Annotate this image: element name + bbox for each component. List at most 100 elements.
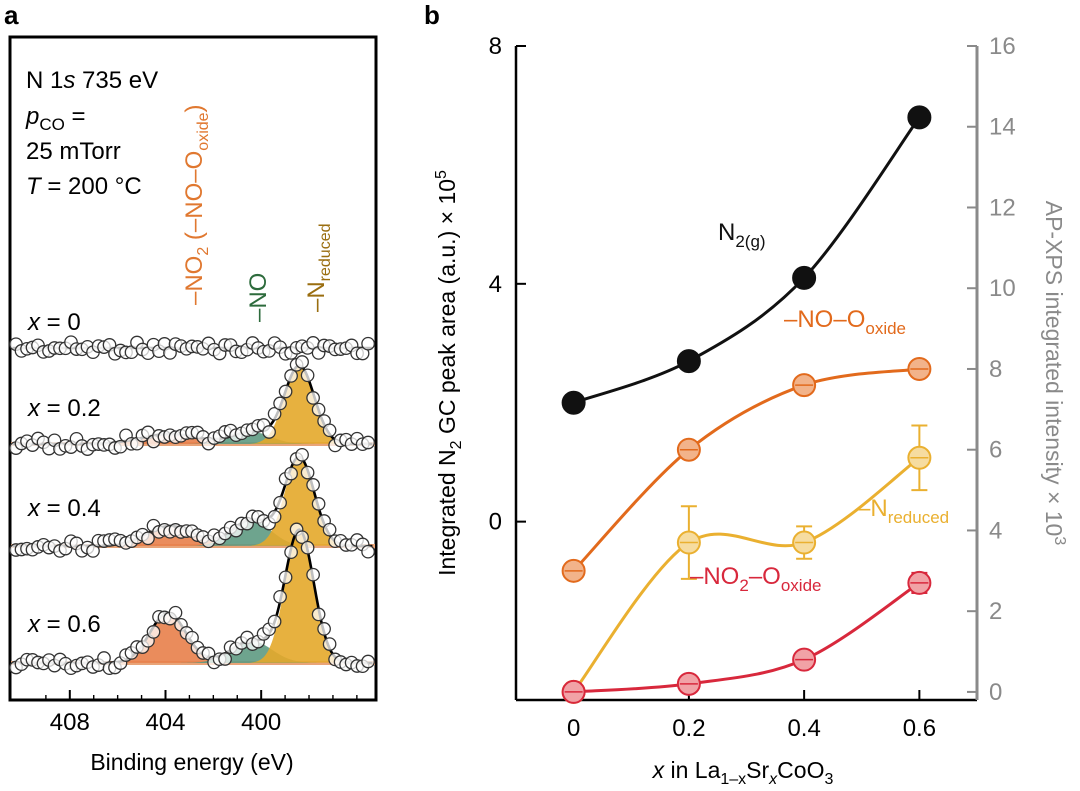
peak-fill-no [184,432,318,444]
spectrum-data-point [317,622,331,636]
spectrum-data-point [273,495,287,510]
spectrum-label-x02: x = 0.2 [27,395,101,422]
peak-fill-no [180,641,322,663]
peak-fill-nred [247,458,351,546]
spectrum-data-point [311,497,326,511]
spectrum-data-point [295,355,309,369]
spectrum-data-point [361,435,375,450]
right-y-axis-label: AP-XPS integrated intensity × 103 [1041,201,1068,546]
peak-label-no: –NO [245,273,272,322]
data-point-n2 [676,349,701,374]
b-right-y-tick-label: 8 [989,356,1002,383]
trend-line-n2 [573,116,921,405]
b-right-y-tick-label: 10 [989,275,1016,302]
spectrum-data-point [267,406,282,421]
b-right-y-tick-label: 6 [989,437,1002,464]
left-y-axis-label: Integrated N2 GC peak area (a.u.) × 105 [433,170,465,576]
series-label-no2-oxide: –NO2–Ooxide [690,563,821,595]
b-left-y-tick-label: 4 [489,271,502,298]
spectra [9,335,375,676]
panel-a: a N 1s 735 eV pCO = 25 mTorr T = 200 °C … [4,0,378,775]
spectrum-data-point [273,396,287,411]
a-x-tick-label: 408 [50,709,90,736]
spectrum-data-point [322,423,337,438]
spectrum-baseline-band [11,661,375,665]
trend-line-n_reduced [572,456,921,693]
spectrum-data-point [262,425,276,439]
spectrum-data-point [306,478,320,492]
spectrum-data-point [306,567,320,582]
spectrum-data-point [284,545,298,560]
spectrum-label-x04: x = 0.4 [27,495,101,522]
spectrum-data-point [273,589,287,604]
condition-pressure: pCO = [25,103,86,134]
spectrum-data-point [284,466,298,481]
spectrum-data-point [361,654,375,669]
spectrum-data-point [300,465,315,480]
condition-pressure-value: 25 mTorr [26,138,121,165]
trend-line-no2_oxide [573,581,921,694]
spectrum-data-point [300,540,315,555]
b-left-y-tick-label: 8 [489,33,502,60]
data-point-n2 [792,265,817,290]
panel-b-x-axis-label: x in La1–xSrxCoO3 [652,757,834,788]
data-point-n2 [561,390,586,415]
panel-label-b: b [424,0,440,30]
spectrum-data-point [267,614,282,629]
b-right-y-tick-label: 0 [989,679,1002,706]
peak-label-n-reduced: –Nreduced [303,223,334,312]
panel-b-ticks: 0 0.2 0.4 0.6 0 4 8 0 2 4 6 8 10 12 14 16 [489,33,1016,742]
spectrum-data-point [295,530,309,545]
spectrum-data-point [146,625,161,639]
a-x-tick-label: 400 [241,709,281,736]
b-x-tick-label: 0.4 [787,715,820,742]
b-x-tick-label: 0.6 [903,715,936,742]
a-x-tick-label: 404 [145,709,185,736]
panel-a-x-ticks: 408 404 400 [45,690,358,736]
series-label-no-oxide: –NO–Ooxide [784,306,906,338]
b-right-y-tick-label: 2 [989,598,1002,625]
b-left-y-tick-label: 0 [489,509,502,536]
condition-energy: N 1s 735 eV [26,67,158,94]
series-label-n2: N2(g) [718,219,766,251]
spectrum-data-point [284,369,298,383]
spectrum-data-point [322,522,337,537]
peak-fill-no2 [105,613,230,663]
spectrum-label-x06: x = 0.6 [27,611,101,638]
spectrum-data-point [168,605,183,620]
b-x-tick-label: 0 [567,715,580,742]
spectrum-data-point [311,402,326,417]
spectrum-data-point [322,637,337,651]
spectrum-data-point [295,447,309,462]
panel-a-x-axis-label: Binding energy (eV) [90,749,293,775]
trend-line-no_oxide [572,367,920,572]
b-right-y-tick-label: 4 [989,517,1002,544]
spectrum-data-point [311,607,326,622]
b-x-tick-label: 0.2 [672,715,705,742]
b-right-y-tick-label: 14 [989,114,1016,141]
panel-label-a: a [4,0,19,30]
b-right-y-tick-label: 16 [989,33,1016,60]
b-right-y-tick-label: 12 [989,194,1016,221]
data-point-n2 [907,105,932,130]
spectrum-label-x0: x = 0 [27,309,81,336]
spectrum-data-point [141,531,155,546]
peak-fill-nred [247,366,351,444]
panel-a-frame [8,35,378,702]
series-label-n-reduced: –Nreduced [857,495,949,527]
spectrum-data-point [278,570,293,585]
spectrum-data-point [361,544,375,559]
spectrum-data-point [267,509,282,524]
peak-fill-nred [249,531,349,663]
peak-fill-no [184,520,318,546]
spectrum-data-point [300,368,315,383]
spectrum-data-point [306,391,320,405]
condition-temperature: T = 200 °C [26,173,142,200]
spectrum-baseline-band [11,544,375,548]
panel-b: b 0 0.2 0.4 0.6 0 4 8 0 2 4 6 8 10 12 14 16 Integrated … [424,0,1068,788]
panel-b-series [561,105,932,704]
peak-label-no2: –NO2 (–NO–Ooxide) [181,104,212,305]
spectrum-data-point [361,336,375,351]
spectrum-data-point [218,652,232,666]
